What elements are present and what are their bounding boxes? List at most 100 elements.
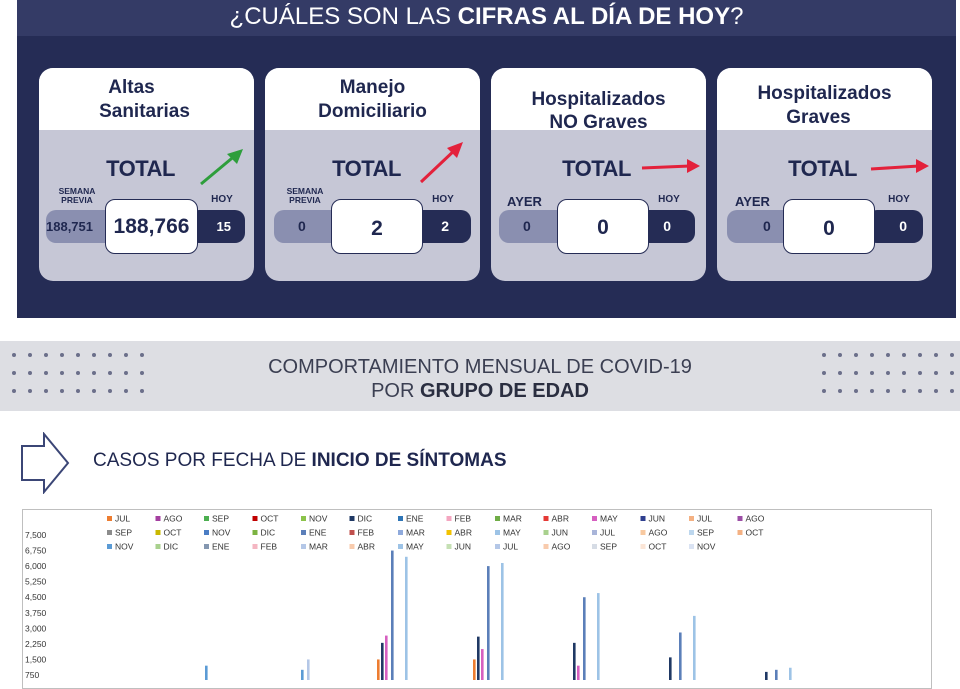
dot (44, 353, 48, 357)
legend-label: SEP (697, 528, 714, 538)
legend-label: OCT (746, 528, 764, 538)
legend-label: ABR (552, 514, 569, 524)
legend-swatch (301, 544, 306, 549)
bar (573, 642, 576, 680)
semana-previa-label: SEMANA PREVIA (283, 187, 327, 205)
decorative-dots-left (12, 353, 156, 407)
legend-swatch (155, 544, 161, 549)
chart-subtitle-bold: INICIO DE SÍNTOMAS (311, 450, 507, 471)
section-band: COMPORTAMIENTO MENSUAL DE COVID-19 POR G… (0, 341, 960, 411)
legend-swatch (446, 544, 452, 549)
legend-swatch (543, 516, 549, 521)
y-tick-label: 6,000 (25, 561, 47, 571)
dot (140, 389, 144, 393)
dot (28, 389, 32, 393)
dot (140, 371, 144, 375)
hoy-label: HOY (211, 194, 233, 205)
section-title-line2-prefix: POR (371, 380, 420, 402)
card-title-line2: Graves (786, 107, 851, 128)
y-tick-label: 7,500 (25, 530, 47, 540)
legend-swatch (495, 530, 500, 535)
legend-label: JUN (552, 528, 569, 538)
dot (934, 389, 938, 393)
bar (693, 615, 696, 680)
y-tick-label: 5,250 (25, 577, 47, 587)
legend-label: DIC (358, 514, 373, 524)
dot (12, 389, 16, 393)
dot (822, 389, 826, 393)
total-value: 0 (557, 199, 649, 254)
dot (870, 353, 874, 357)
dot (870, 389, 874, 393)
bar (669, 657, 672, 680)
card-altas-sanitarias: Altas Sanitarias TOTAL SEMANA PREVIA HOY… (39, 68, 254, 281)
bar (307, 659, 310, 680)
total-value: 188,766 (105, 199, 198, 254)
y-tick-label: 4,500 (25, 592, 47, 602)
legend-label: JUL (600, 528, 615, 538)
legend-swatch (446, 530, 452, 535)
legend-swatch (107, 544, 112, 549)
trend-flat-arrow-icon (641, 159, 700, 173)
legend-label: MAY (503, 528, 521, 538)
section-title-line1: COMPORTAMIENTO MENSUAL DE COVID-19 (268, 356, 692, 378)
legend-swatch (592, 530, 597, 535)
legend-label: DIC (261, 528, 276, 538)
chart-subtitle: CASOS POR FECHA DE INICIO DE SÍNTOMAS (93, 450, 507, 472)
legend-label: FEB (261, 542, 278, 552)
dot (92, 371, 96, 375)
card-title: Hospitalizados NO Graves (491, 68, 706, 133)
y-tick-label: 1,500 (25, 654, 47, 664)
legend-swatch (398, 544, 403, 549)
y-tick-label: 6,750 (25, 546, 47, 556)
bar (381, 642, 384, 680)
legend-label: ENE (406, 514, 424, 524)
legend-label: JUN (649, 514, 666, 524)
legend-swatch (398, 516, 403, 521)
card-title: Manejo Domiciliario (265, 68, 480, 130)
bar (205, 665, 208, 680)
dot (838, 353, 842, 357)
legend-label: AGO (164, 514, 183, 524)
dot (886, 371, 890, 375)
legend-label: MAR (503, 514, 522, 524)
legend-label: NOV (212, 528, 231, 538)
legend-label: MAY (600, 514, 618, 524)
legend-swatch (592, 516, 597, 521)
legend-swatch (204, 516, 209, 521)
legend-label: FEB (455, 514, 472, 524)
bar (473, 659, 476, 680)
bar (377, 659, 380, 680)
legend-label: OCT (649, 542, 667, 552)
dot (950, 371, 954, 375)
legend-swatch (349, 516, 355, 521)
legend-swatch (349, 530, 355, 535)
dot (886, 389, 890, 393)
bar (487, 566, 490, 680)
bar (597, 593, 600, 680)
right-arrow-outline-icon (21, 432, 70, 494)
legend-swatch (640, 544, 646, 549)
legend-label: MAR (406, 528, 425, 538)
hoy-label: HOY (432, 194, 454, 205)
dot (124, 353, 128, 357)
card-title-line2: NO Graves (549, 112, 648, 133)
bar (679, 632, 682, 680)
legend-swatch (107, 530, 112, 535)
dot (28, 353, 32, 357)
legend-label: JUL (115, 514, 130, 524)
previa-label: PREVIA (289, 195, 321, 205)
trend-up-arrow-icon (419, 142, 463, 184)
legend-swatch (252, 516, 258, 521)
total-label: TOTAL (562, 156, 631, 181)
dot (934, 371, 938, 375)
legend-swatch (543, 544, 549, 549)
summary-title-bold: CIFRAS AL DÍA DE HOY (457, 3, 731, 30)
bar (583, 597, 586, 680)
dot (76, 389, 80, 393)
card-hospitalizados-no-graves: Hospitalizados NO Graves TOTAL AYER HOY … (491, 68, 706, 281)
chart-canvas: JUL AGO SEP OCT NOV DIC ENE FEB MAR ABR MAY JUN JUL A… (25, 514, 792, 680)
dot (44, 371, 48, 375)
hoy-value: 0 (867, 210, 923, 243)
dot (902, 371, 906, 375)
